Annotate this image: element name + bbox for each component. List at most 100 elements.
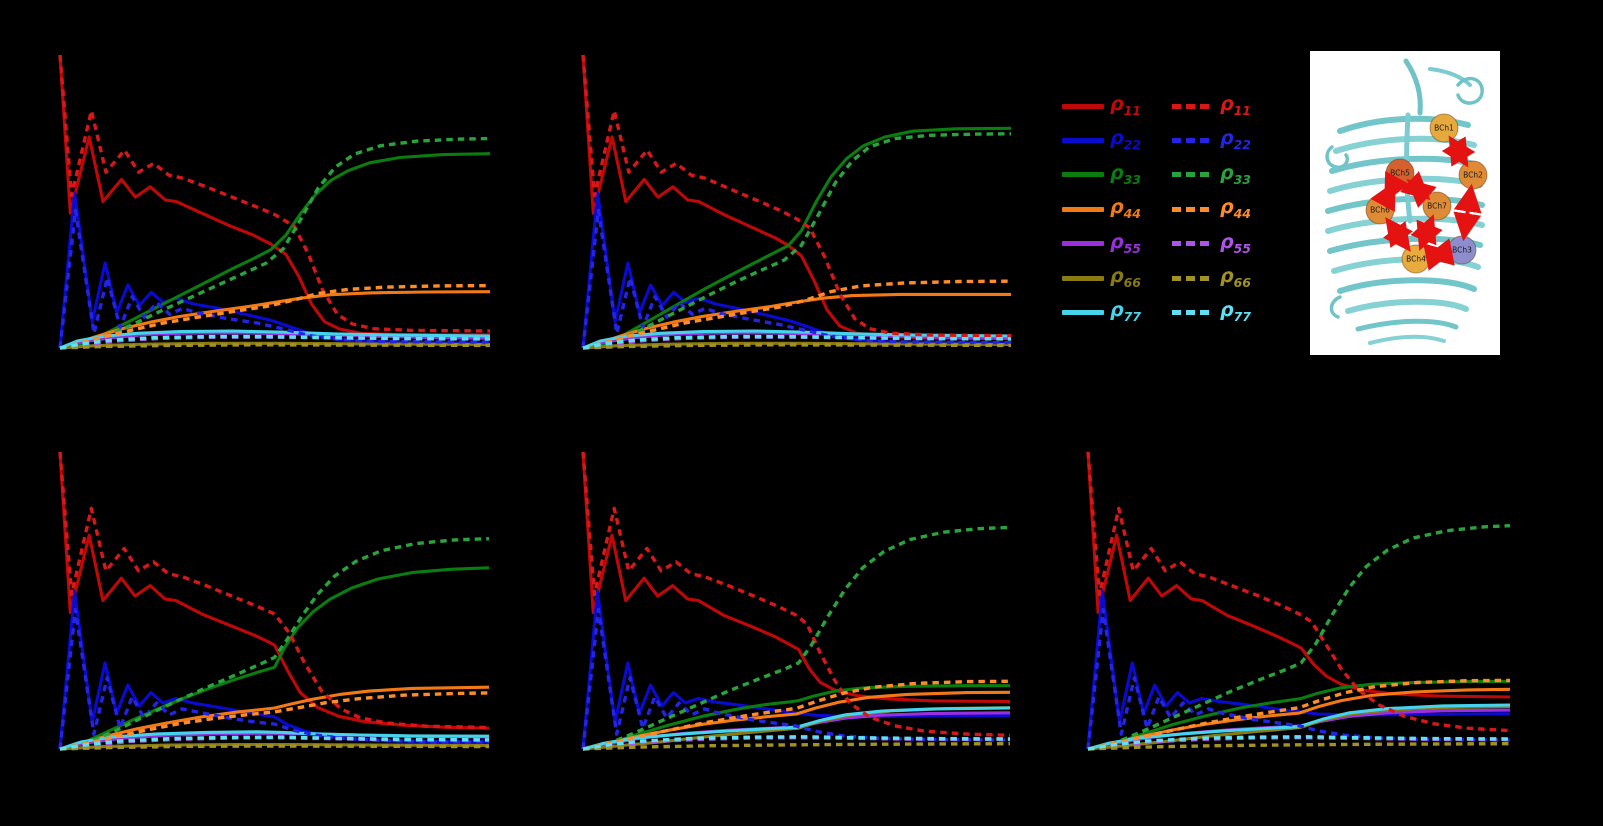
series-rho77-dashed	[582, 735, 1011, 751]
bchl-site-network: BCh1 BCh5 BCh2 BCh6 BCh7 BCh4 BCh3	[1365, 113, 1488, 274]
legend-label-solid-rho11: ρ11	[1110, 93, 1142, 118]
series-rho33-solid	[1087, 679, 1511, 751]
plot-bottom-middle	[581, 451, 1011, 751]
plot-bottom-left	[58, 451, 490, 751]
series-rho44-solid	[59, 685, 490, 751]
legend-row-rho77: ρ77 ρ77	[1062, 295, 1282, 329]
series-rho77-dashed	[59, 735, 490, 751]
legend-label-dashed-rho77: ρ77	[1220, 299, 1252, 325]
series-rho66-solid	[582, 341, 1012, 350]
legend-label-dashed-rho33: ρ33	[1220, 161, 1252, 187]
series-rho33-dashed	[582, 525, 1011, 751]
site-bch2: BCh2	[1458, 160, 1488, 190]
site-label-bch3: BCh3	[1452, 246, 1472, 255]
legend-swatch-dashed-rho11	[1172, 103, 1214, 109]
series-rho11-solid	[58, 54, 490, 337]
legend-row-rho11: ρ11 ρ11	[1062, 89, 1282, 123]
protein-ribbon	[1325, 58, 1485, 345]
legend-swatch-solid-rho33	[1062, 172, 1104, 178]
legend-swatch-solid-rho44	[1062, 206, 1104, 212]
legend-label-solid-rho66: ρ66	[1110, 265, 1142, 290]
legend-label-dashed-rho55: ρ55	[1220, 230, 1252, 256]
series-rho22-solid	[581, 191, 1012, 349]
plot-bottom-right	[1086, 451, 1511, 751]
series-rho11-solid	[581, 451, 1011, 704]
series-rho11-solid	[581, 54, 1012, 341]
series-rho33-solid	[59, 566, 490, 751]
legend-swatch-dashed-rho33	[1172, 172, 1214, 178]
legend-swatch-solid-rho66	[1062, 275, 1104, 281]
legend-swatch-solid-rho55	[1062, 241, 1104, 247]
plot-top-middle	[581, 54, 1012, 350]
series-rho11-dashed	[58, 451, 490, 730]
legend-label-solid-rho55: ρ55	[1110, 230, 1142, 256]
legend: ρ11 ρ11 ρ22 ρ22 ρ33 ρ33 ρ44 ρ44 ρ55 ρ55 ρ66 ρ66 ρ77 ρ…	[1062, 89, 1282, 330]
coupling-arrow-bch1-bch2	[1441, 135, 1476, 168]
series-rho66-dashed	[59, 343, 491, 350]
coupling-arrow-bch4-bch3	[1423, 238, 1455, 271]
chart-canvas-bottom-left	[58, 451, 490, 751]
legend-label-dashed-rho22: ρ22	[1220, 127, 1252, 153]
site-bch5: BCh5	[1385, 158, 1415, 188]
legend-swatch-solid-rho11	[1062, 103, 1104, 109]
site-bch6: BCh6	[1365, 195, 1395, 225]
series-rho44-dashed	[59, 283, 491, 350]
site-bch7: BCh7	[1422, 191, 1452, 221]
plot-top-left	[58, 54, 491, 350]
coupling-arrow-bch5-bch6	[1370, 170, 1410, 213]
series-rho11-dashed	[58, 54, 491, 333]
chart-canvas-bottom-right	[1086, 451, 1511, 751]
legend-label-solid-rho22: ρ22	[1110, 127, 1142, 153]
series-rho33-dashed	[59, 136, 491, 350]
legend-label-dashed-rho11: ρ11	[1220, 93, 1252, 118]
protein-inset: BCh1 BCh5 BCh2 BCh6 BCh7 BCh4 BCh3	[1310, 51, 1500, 355]
site-label-bch5: BCh5	[1390, 169, 1410, 178]
legend-label-solid-rho33: ρ33	[1110, 161, 1142, 187]
legend-label-solid-rho77: ρ77	[1110, 299, 1142, 325]
series-rho33-dashed	[1087, 524, 1511, 751]
coupling-arrow-bch6-bch4	[1382, 217, 1414, 252]
series-rho77-solid	[59, 730, 490, 751]
series-rho33-dashed	[59, 537, 490, 751]
series-rho77-solid	[59, 329, 491, 350]
series-rho66-solid	[59, 341, 491, 350]
legend-swatch-dashed-rho22	[1172, 138, 1214, 144]
legend-row-rho33: ρ33 ρ33	[1062, 158, 1282, 192]
series-rho11-dashed	[1086, 451, 1511, 733]
legend-swatch-dashed-rho66	[1172, 275, 1214, 281]
legend-row-rho44: ρ44 ρ44	[1062, 192, 1282, 226]
site-label-bch7: BCh7	[1427, 202, 1447, 211]
legend-row-rho22: ρ22 ρ22	[1062, 123, 1282, 157]
series-rho11-solid	[1086, 451, 1511, 699]
series-rho11-solid	[58, 451, 490, 730]
series-rho22-dashed	[581, 607, 1011, 750]
protein-structure-image: BCh1 BCh5 BCh2 BCh6 BCh7 BCh4 BCh3	[1325, 58, 1488, 345]
series-rho33-solid	[59, 152, 491, 350]
series-rho33-solid	[582, 684, 1010, 751]
site-label-bch4: BCh4	[1406, 255, 1426, 264]
site-bch1: BCh1	[1429, 113, 1459, 143]
legend-swatch-dashed-rho44	[1172, 206, 1214, 212]
series-rho77-solid	[582, 329, 1012, 350]
site-bch3: BCh3	[1447, 235, 1477, 265]
legend-label-solid-rho44: ρ44	[1110, 196, 1142, 222]
chart-canvas-top-left	[58, 54, 491, 350]
series-rho66-dashed	[59, 744, 490, 751]
legend-row-rho55: ρ55 ρ55	[1062, 227, 1282, 261]
legend-swatch-dashed-rho77	[1172, 310, 1214, 316]
legend-swatch-solid-rho77	[1062, 310, 1104, 316]
legend-label-dashed-rho44: ρ44	[1220, 196, 1252, 222]
series-rho77-dashed	[1087, 735, 1511, 751]
series-rho66-dashed	[582, 343, 1012, 350]
site-label-bch6: BCh6	[1370, 206, 1390, 215]
series-rho44-dashed	[1087, 678, 1511, 751]
chart-canvas-bottom-middle	[581, 451, 1011, 751]
series-rho44-solid	[59, 290, 491, 350]
series-rho22-dashed	[1086, 607, 1511, 750]
legend-label-dashed-rho66: ρ66	[1220, 265, 1252, 290]
series-rho33-dashed	[582, 132, 1012, 350]
coupling-arrow-bch5-bch7	[1400, 171, 1437, 208]
series-rho44-dashed	[59, 691, 490, 751]
series-rho66-dashed	[1087, 742, 1511, 751]
